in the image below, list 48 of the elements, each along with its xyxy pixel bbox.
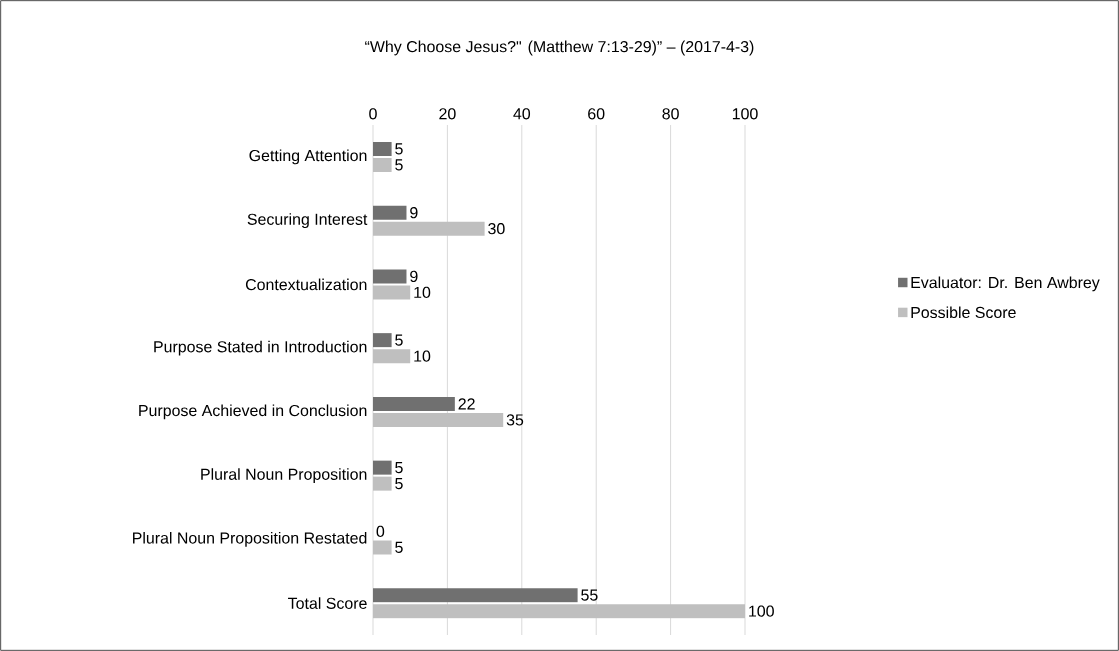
y-tick-label: Plural Noun Proposition xyxy=(201,468,367,484)
data-label: 9 xyxy=(410,270,418,283)
data-label: 5 xyxy=(395,462,403,474)
y-tick-label: Securing Interest xyxy=(247,213,368,229)
bar xyxy=(373,285,411,300)
data-label: 35 xyxy=(506,414,524,426)
y-tick-label: Purpose Stated in Introduction xyxy=(154,340,367,356)
y-tick-label: Getting Attention xyxy=(249,149,367,165)
y-tick-label: Total Score xyxy=(288,597,367,609)
data-label: 55 xyxy=(581,589,598,601)
bar xyxy=(373,221,485,236)
bar xyxy=(373,205,407,220)
data-label: 10 xyxy=(414,350,431,362)
data-label: 5 xyxy=(395,478,403,490)
bar xyxy=(373,412,504,427)
legend-label: Possible Score xyxy=(911,306,1016,319)
x-tick-label: 0 xyxy=(369,108,377,120)
x-tick-label: 80 xyxy=(662,108,679,120)
bar xyxy=(373,604,746,619)
y-tick-label: Contextualization xyxy=(245,278,367,291)
bar xyxy=(373,588,578,603)
bar xyxy=(373,476,392,491)
data-label: 5 xyxy=(395,143,403,155)
data-label: 30 xyxy=(488,223,505,235)
bar xyxy=(373,540,392,555)
bar xyxy=(373,157,392,172)
data-label: 0 xyxy=(376,525,385,538)
data-label: 22 xyxy=(458,398,475,410)
bar xyxy=(373,141,392,156)
data-label: 100 xyxy=(749,605,774,617)
legend-label: Evaluator: Dr. Ben Awbrey xyxy=(911,276,1100,292)
x-tick-label: 60 xyxy=(588,108,605,120)
bar xyxy=(373,333,392,348)
data-label: 9 xyxy=(410,207,418,219)
data-label: 10 xyxy=(414,286,431,299)
data-label: 5 xyxy=(395,541,403,553)
x-tick-label: 20 xyxy=(439,108,456,120)
bar xyxy=(373,349,411,364)
bar xyxy=(373,396,455,411)
data-label: 5 xyxy=(395,334,403,346)
data-label: 5 xyxy=(395,159,403,171)
bar xyxy=(373,460,392,475)
y-tick-label: Purpose Achieved in Conclusion xyxy=(139,404,367,420)
y-tick-label: Plural Noun Proposition Restated xyxy=(133,531,367,547)
x-tick-label: 40 xyxy=(513,108,531,120)
bar xyxy=(373,269,407,284)
chart-title: “Why Choose Jesus?" (Matthew 7:13-29)” – (2017-4-3) xyxy=(365,40,754,56)
x-tick-label: 100 xyxy=(732,108,758,120)
